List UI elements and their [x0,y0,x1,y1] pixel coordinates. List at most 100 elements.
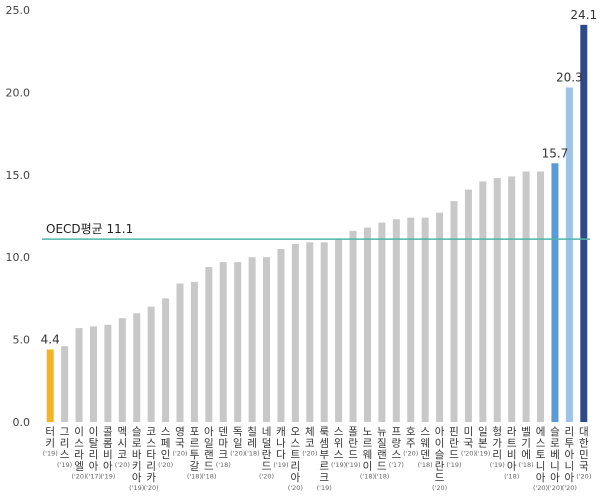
reference-line-label: OECD평균 11.1 [46,222,133,236]
bar [479,181,487,422]
x-tick-label: 칠 레('18) [245,426,260,458]
bar [349,230,357,422]
category-year: ('19) [317,484,332,492]
x-tick-label: 노 르 웨 이('18) [360,426,375,481]
x-tick-label: 이 탈 리 아('17) [86,426,101,481]
bar [306,242,314,422]
bar [363,227,371,422]
bar [407,217,415,422]
x-tick-label: 대 한 민 국('20) [576,426,591,481]
bar [248,257,256,422]
category-year: ('19) [345,461,360,469]
x-tick-label: 슬 로 베 니 아('20) [547,426,562,492]
category-year: ('20) [432,484,447,492]
bar [320,242,328,422]
data-label: 20.3 [556,70,583,84]
bar [522,171,530,422]
bar [234,262,242,422]
x-tick-label: 네 덜 란 드('20) [259,426,274,481]
category-year: ('18) [201,473,216,481]
category-year: ('20) [158,461,173,469]
x-tick-label: 캐 나 다('19) [273,426,288,469]
x-tick-label: 폴 란 드('19) [345,426,360,469]
category-year: ('18) [216,461,231,469]
bar [537,171,545,422]
y-tick-label: 25.0 [6,4,31,17]
x-tick-label: 스 위 스('19) [331,426,346,469]
bar [176,283,184,422]
x-tick-label: 체 코('20) [302,426,317,458]
x-tick-label: 아 일 랜 드('18) [201,426,216,481]
x-tick-label: 이 스 라 엘('20) [71,426,86,481]
bar [378,222,386,422]
bar [75,328,83,422]
bar [118,318,126,422]
x-tick-label: 아 이 슬 란 드('20) [432,426,447,492]
bar [190,281,198,422]
category-year: ('20) [259,473,274,481]
x-tick-label: 스 페 인('20) [158,426,173,469]
x-tick-label: 프 랑 스('17) [389,426,404,469]
category-year: ('17) [389,461,404,469]
oecd-average-line: OECD평균 11.1 [42,222,590,240]
bar [565,87,573,423]
data-label: 4.4 [41,332,60,346]
bar [335,239,343,422]
x-tick-label: 리 투 아 니 아('20) [562,426,577,492]
category-year: ('20) [461,450,476,458]
x-tick-label: 덴 마 크('18) [216,426,231,469]
category-year: ('20) [144,484,159,492]
category-year: ('20) [562,484,577,492]
category-year: ('20) [115,461,130,469]
value-labels: 4.4 15.7 20.3 24.1 [41,8,597,347]
category-year: ('20) [172,450,187,458]
x-tick-label: 에 스 토 니 아('20) [533,426,548,492]
data-label: 24.1 [570,8,597,22]
category-year: ('19) [129,484,144,492]
category-year: ('19) [475,450,490,458]
x-tick-label: 포 르 투 갈('18) [187,426,202,481]
x-tick-label: 오 스 트 리 아('20) [288,426,303,492]
data-label: 15.7 [542,146,569,160]
x-tick-label: 멕 시 코('20) [115,426,130,469]
x-tick-label: 핀 란 드('19) [446,426,461,469]
y-tick-label: 15.0 [6,169,31,182]
category-year: ('18) [374,473,389,481]
category-year: ('19) [446,461,461,469]
x-tick-label: 일 본('19) [475,425,490,458]
bar [133,313,141,422]
category-year: ('18) [360,473,375,481]
bars [46,24,588,423]
y-axis: 0.0 5.0 10.0 15.0 20.0 25.0 [6,4,31,429]
category-year: ('18) [519,461,534,469]
category-year: ('19) [100,473,115,481]
bar [277,248,285,422]
category-year: ('20) [71,473,86,481]
x-tick-label: 룩 셈 부 르 크('19) [317,426,332,492]
bar [263,257,271,422]
